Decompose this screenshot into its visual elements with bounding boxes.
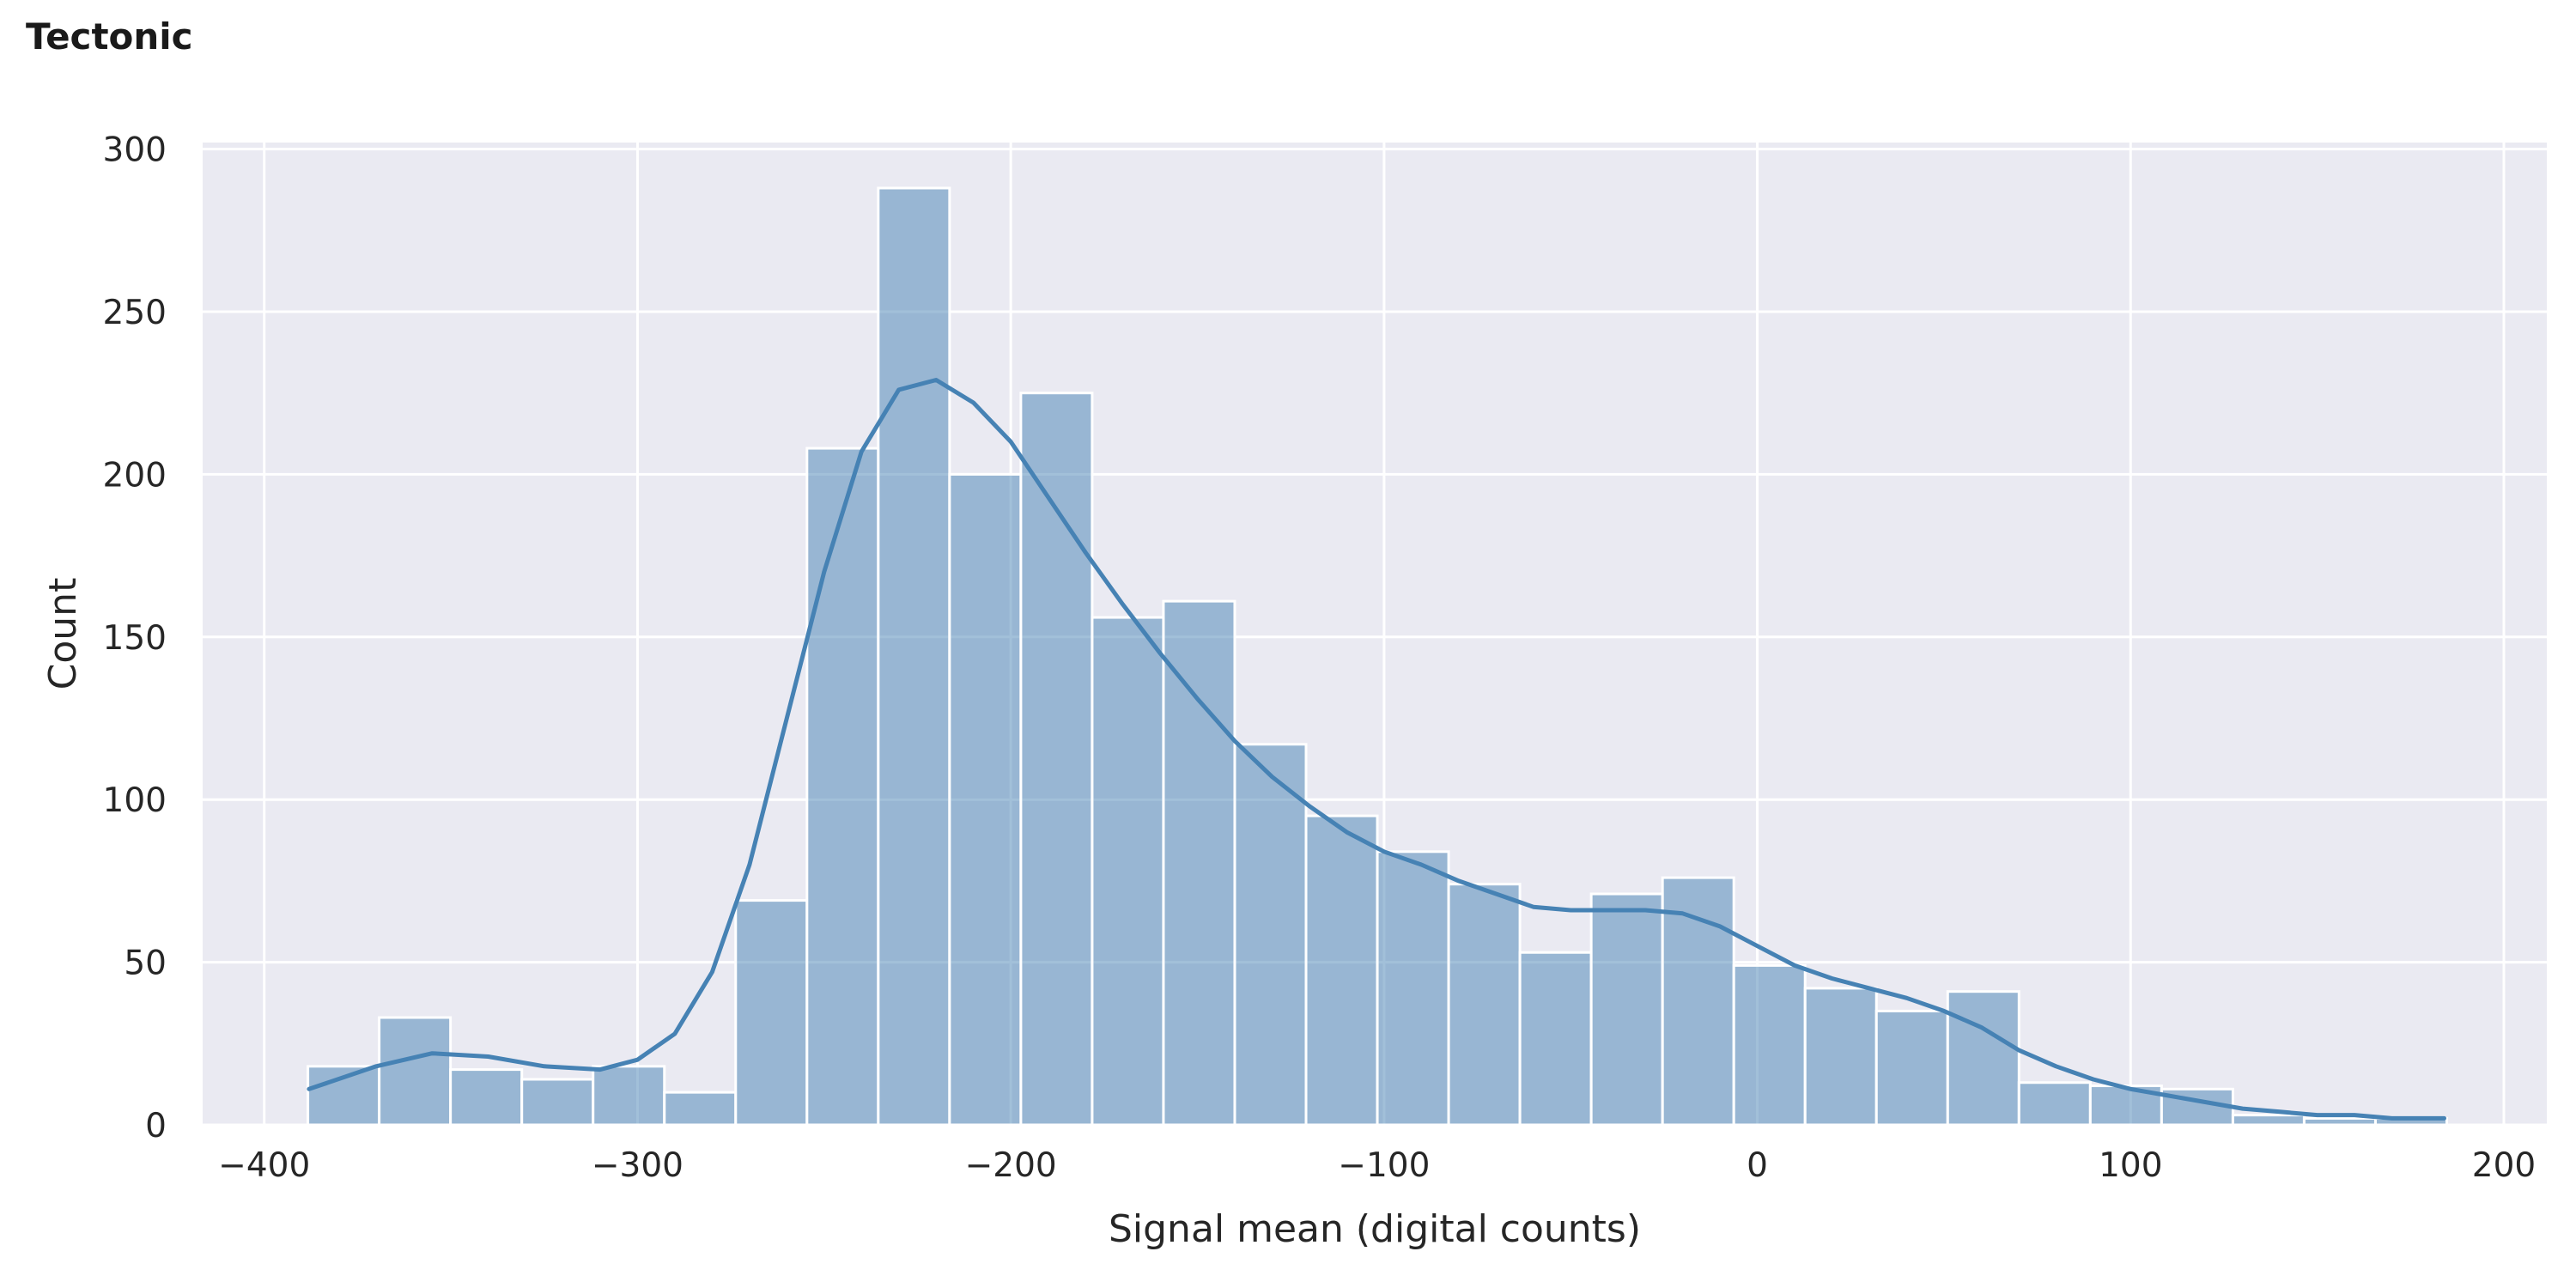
histogram-bar [1874,1009,1949,1127]
histogram-bar [948,472,1023,1127]
y-tick-label: 0 [145,1107,167,1145]
y-tick-label: 50 [124,945,167,983]
histogram-bar [2302,1116,2377,1127]
x-tick-label: −300 [592,1146,683,1185]
histogram-bar [1589,892,1664,1127]
histogram-bar [877,186,951,1127]
histogram-bar [1233,743,1308,1127]
histogram-bar [805,447,880,1127]
histogram-bar [1304,814,1379,1127]
y-tick-label: 300 [103,131,167,170]
x-axis-ticks: −400 −300 −200 −100 0 100 200 [218,1146,2536,1185]
histogram-bar [734,899,809,1127]
histogram-bar [378,1016,453,1127]
histogram-bar [520,1078,595,1127]
histogram-bar [2231,1114,2306,1127]
y-tick-label: 200 [103,456,167,495]
histogram-bar [2017,1081,2092,1127]
histogram-bar [1376,850,1450,1127]
y-tick-label: 250 [103,294,167,332]
kde-curve-group [307,378,2446,1121]
kde-curve [307,378,2446,1121]
y-tick-label: 100 [103,781,167,820]
x-tick-label: 100 [2099,1146,2162,1185]
histogram-bar [1162,599,1236,1127]
histogram-bar [1447,883,1522,1127]
histogram-bar [1732,963,1807,1127]
histogram-bar [1019,392,1094,1127]
histogram-bar [1803,987,1878,1127]
histogram-bar [592,1065,666,1127]
histogram-bar [449,1068,524,1127]
x-tick-label: 0 [1747,1146,1768,1185]
y-axis-label: Count [41,578,85,690]
y-tick-label: 150 [103,619,167,658]
histogram-bar [1091,616,1165,1127]
x-tick-label: −100 [1338,1146,1430,1185]
x-tick-label: −200 [965,1146,1057,1185]
x-tick-label: −400 [218,1146,310,1185]
chart-title: Tectonic [26,15,193,58]
histogram-bars [307,186,2448,1127]
x-tick-label: 200 [2472,1146,2536,1185]
histogram-bar [1518,951,1593,1127]
y-axis-ticks: 0 50 100 150 200 250 300 [103,131,167,1145]
histogram-bar [1946,990,2020,1127]
histogram-bar [663,1091,738,1127]
x-axis-label: Signal mean (digital counts) [1109,1207,1641,1251]
